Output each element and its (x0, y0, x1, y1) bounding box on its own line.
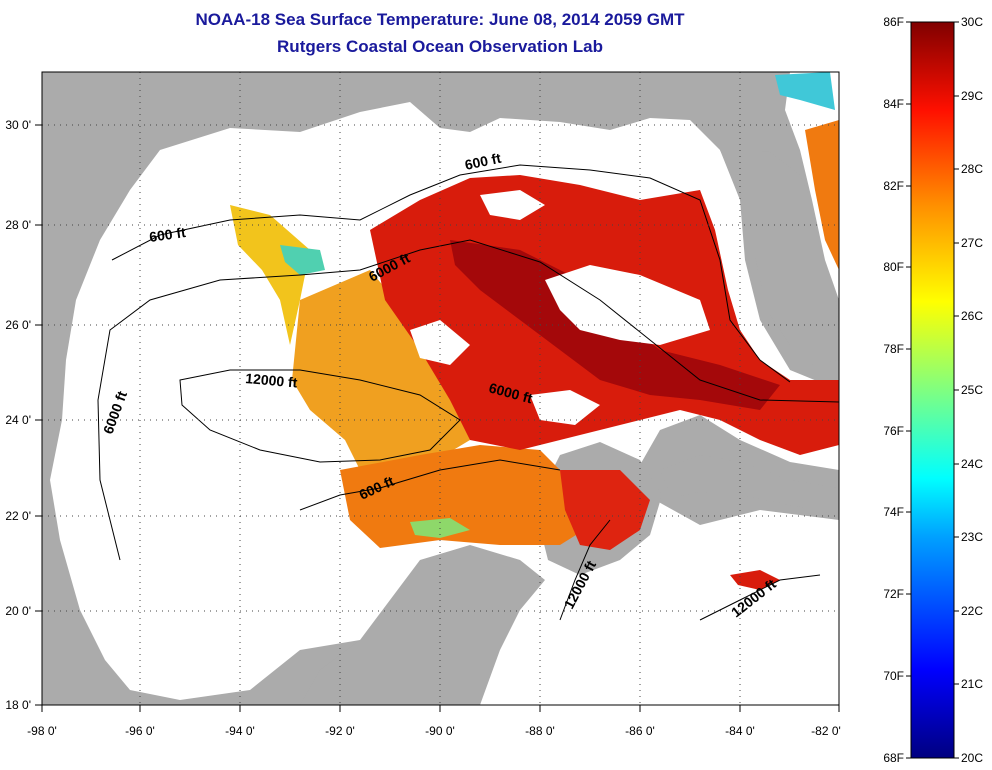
colorbar: 86F 84F 82F 80F 78F 76F 74F 72F 70F 68F … (883, 15, 983, 765)
x-tick-label: -86 0' (625, 724, 655, 738)
colorbar-c-label: 22C (961, 604, 983, 618)
colorbar-f-label: 84F (883, 97, 904, 111)
cloud-gaps (410, 190, 710, 425)
contour-12000ft (179, 369, 461, 463)
sst-patch-florida-orange (805, 120, 839, 270)
florida-peninsula (720, 150, 839, 365)
x-tick-label: -84 0' (725, 724, 755, 738)
sst-patch-west-cool (230, 205, 310, 345)
colorbar-f-label: 70F (883, 669, 904, 683)
sst-patch-yucatan-red (560, 470, 650, 550)
y-tick-label: 18 0' (5, 698, 31, 712)
contour-label-600-west: 600 ft (148, 224, 187, 245)
colorbar-f-label: 78F (883, 342, 904, 356)
x-tick-label: -82 0' (811, 724, 841, 738)
x-tick-label: -88 0' (525, 724, 555, 738)
y-tick-label: 22 0' (5, 509, 31, 523)
contour-6000ft (97, 239, 839, 561)
colorbar-c-label: 23C (961, 530, 983, 544)
contour-12000ft-south (559, 519, 611, 621)
y-tick-label: 20 0' (5, 604, 31, 618)
colorbar-c-label: 30C (961, 15, 983, 29)
y-tick-label: 28 0' (5, 218, 31, 232)
sst-patch-cyan-west (280, 245, 325, 275)
mexico-coast (300, 545, 545, 705)
colorbar-f-label: 86F (883, 15, 904, 29)
contour-label-600-north: 600 ft (463, 150, 502, 173)
contour-label-12000-central: 12000 ft (245, 370, 299, 391)
y-tick-label: 26 0' (5, 318, 31, 332)
colorbar-f-label: 72F (883, 587, 904, 601)
colorbar-c-label: 27C (961, 236, 983, 250)
colorbar-c-label: 24C (961, 457, 983, 471)
colorbar-c-label: 21C (961, 677, 983, 691)
sst-patch-atlantic-cool (775, 72, 835, 110)
contour-600ft-south (299, 459, 561, 511)
x-tick-label: -90 0' (425, 724, 455, 738)
contour-600ft (111, 164, 791, 383)
colorbar-f-label: 74F (883, 505, 904, 519)
x-tick-label: -98 0' (27, 724, 57, 738)
colorbar-c-label: 29C (961, 89, 983, 103)
map-title: NOAA-18 Sea Surface Temperature: June 08… (195, 10, 685, 29)
tick-marks (35, 124, 840, 712)
colorbar-f-label: 82F (883, 179, 904, 193)
sst-patch-caribbean-red (730, 570, 780, 590)
y-tick-label: 30 0' (5, 118, 31, 132)
sst-patch-south-orange (340, 445, 600, 548)
x-tick-label: -92 0' (325, 724, 355, 738)
y-tick-label: 24 0' (5, 413, 31, 427)
x-tick-label: -94 0' (225, 724, 255, 738)
colorbar-gradient (910, 21, 955, 759)
colorbar-c-label: 28C (961, 162, 983, 176)
colorbar-f-label: 68F (883, 751, 904, 765)
colorbar-f-label: 76F (883, 424, 904, 438)
cuba-island (660, 455, 839, 515)
bathymetry-contours (97, 164, 839, 621)
colorbar-c-label: 20C (961, 751, 983, 765)
colorbar-f-label: 80F (883, 260, 904, 274)
map-subtitle: Rutgers Coastal Ocean Observation Lab (277, 37, 603, 56)
colorbar-c-label: 26C (961, 309, 983, 323)
contour-12000ft-east (699, 574, 821, 621)
x-tick-label: -96 0' (125, 724, 155, 738)
x-axis-labels: -98 0' -96 0' -94 0' -92 0' -90 0' -88 0… (27, 724, 841, 738)
graticule (42, 72, 839, 705)
y-axis-labels: 30 0' 28 0' 26 0' 24 0' 22 0' 20 0' 18 0… (5, 118, 31, 712)
colorbar-c-label: 25C (961, 383, 983, 397)
